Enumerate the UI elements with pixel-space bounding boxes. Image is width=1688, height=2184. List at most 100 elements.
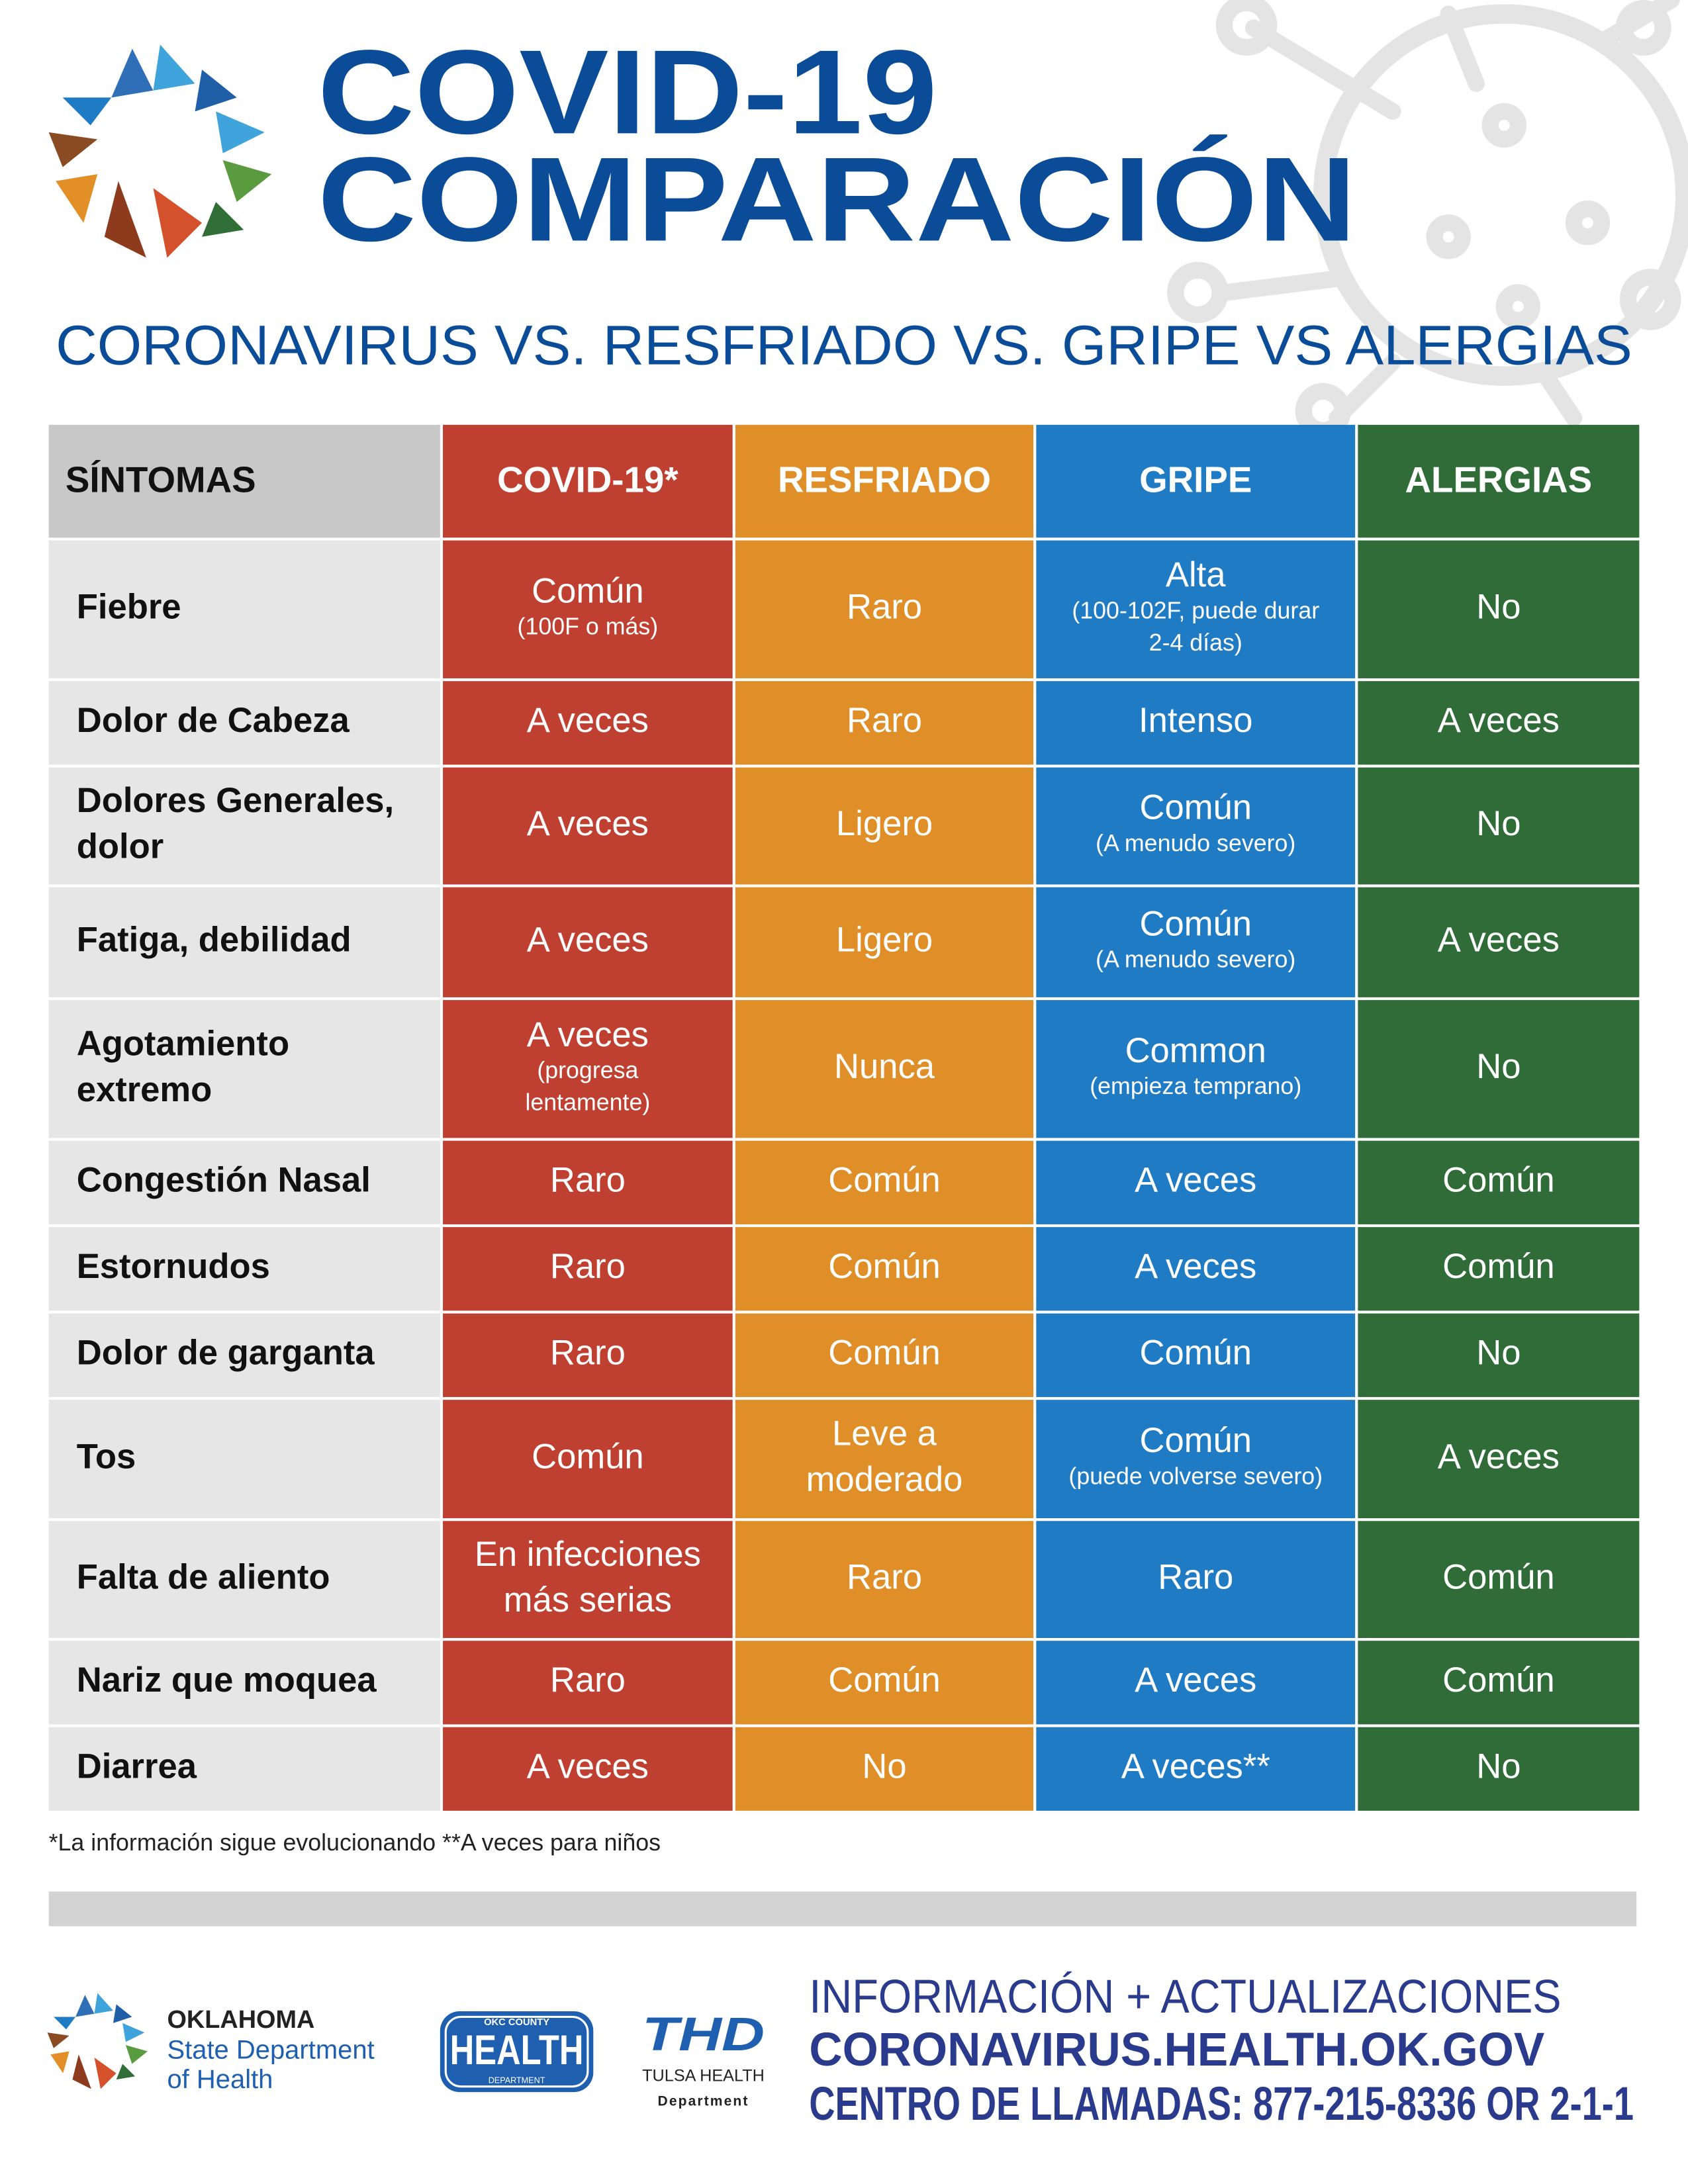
value-cell xyxy=(1036,540,1356,678)
value-cell xyxy=(1036,681,1356,765)
thd-name: TULSA HEALTH xyxy=(642,2067,765,2085)
symptom-cell xyxy=(48,1641,440,1725)
value-cell xyxy=(443,767,733,885)
value-cell xyxy=(735,1400,1034,1519)
cell-note: lentamente) xyxy=(525,1089,650,1115)
subtitle: CORONAVIRUS VS. RESFRIADO VS. GRIPE VS A… xyxy=(56,314,1632,376)
value-cell xyxy=(1358,1313,1640,1397)
symptom-cell xyxy=(48,887,440,997)
value-cell xyxy=(1036,1727,1356,1811)
cell-value: Común xyxy=(1139,788,1252,827)
symptom-cell xyxy=(48,1313,440,1397)
column-header: SÍNTOMAS xyxy=(66,459,256,500)
osdh-footer-star xyxy=(47,1993,148,2089)
symptom-cell xyxy=(48,1000,440,1138)
value-cell xyxy=(443,887,733,997)
cell-note: (empieza temprano) xyxy=(1090,1073,1301,1099)
footnote: *La información sigue evolucionando **A … xyxy=(49,1829,661,1856)
cell-value: Común xyxy=(1139,1334,1252,1373)
osdh-name: of Health xyxy=(167,2065,273,2094)
value-cell xyxy=(443,1140,733,1224)
cell-value: A veces xyxy=(527,1747,649,1786)
value-cell xyxy=(1358,1400,1640,1519)
cell-value: Común xyxy=(1442,1557,1555,1596)
symptom-label: Diarrea xyxy=(77,1747,197,1786)
value-cell xyxy=(443,1227,733,1311)
cell-value: A veces xyxy=(1438,921,1560,960)
value-cell xyxy=(735,681,1034,765)
value-cell xyxy=(1358,1521,1640,1638)
phone: CENTRO DE LLAMADAS: 877-215-8336 OR 2-1-… xyxy=(809,2077,1634,2130)
value-cell xyxy=(1036,1313,1356,1397)
symptom-cell xyxy=(48,1140,440,1224)
cell-value: En infecciones xyxy=(475,1535,701,1574)
symptom-cell xyxy=(48,1400,440,1519)
header-cell xyxy=(1036,424,1356,538)
column-header: GRIPE xyxy=(1139,459,1252,500)
value-cell xyxy=(1358,1140,1640,1224)
value-cell xyxy=(735,1641,1034,1725)
symptom-cell xyxy=(48,1227,440,1311)
cell-value: Raro xyxy=(847,701,922,740)
cell-value: más serias xyxy=(504,1580,672,1619)
symptom-label: Dolores Generales, xyxy=(77,781,394,820)
value-cell xyxy=(735,1000,1034,1138)
cell-value: Común xyxy=(1442,1161,1555,1200)
value-cell xyxy=(1358,1727,1640,1811)
osdh-star-logo xyxy=(48,44,272,258)
value-cell xyxy=(1358,681,1640,765)
title-line-2: COMPARACIÓN xyxy=(318,132,1357,266)
cell-value: No xyxy=(1476,804,1521,843)
symptom-label: Tos xyxy=(77,1437,136,1476)
osdh-name: OKLAHOMA xyxy=(167,2006,314,2034)
value-cell xyxy=(735,540,1034,678)
cell-value: No xyxy=(862,1747,906,1786)
symptom-label: Falta de aliento xyxy=(77,1557,330,1596)
divider-bar xyxy=(48,1891,1637,1927)
symptom-label: Dolor de Cabeza xyxy=(77,701,350,740)
column-header: ALERGIAS xyxy=(1405,459,1593,500)
cell-note: (A menudo severo) xyxy=(1096,830,1295,856)
cell-value: Alta xyxy=(1166,555,1226,594)
cell-value: Leve a xyxy=(832,1414,937,1453)
value-cell xyxy=(443,1521,733,1638)
value-cell xyxy=(443,1400,733,1519)
cell-value: No xyxy=(1476,1747,1521,1786)
cell-value: Raro xyxy=(550,1334,626,1373)
cell-value: Ligero xyxy=(836,804,933,843)
symptom-cell xyxy=(48,1521,440,1638)
column-header: COVID-19* xyxy=(497,459,679,500)
value-cell xyxy=(443,1000,733,1138)
cell-value: A veces xyxy=(1135,1247,1256,1286)
cell-value: A veces xyxy=(1438,701,1560,740)
cell-value: Raro xyxy=(1158,1557,1233,1596)
cell-value: No xyxy=(1476,1334,1521,1373)
cell-value: A veces xyxy=(527,804,649,843)
value-cell xyxy=(735,1140,1034,1224)
cell-value: Ligero xyxy=(836,921,933,960)
symptom-label: Fatiga, debilidad xyxy=(77,921,352,960)
value-cell xyxy=(1036,1400,1356,1519)
cell-value: Común xyxy=(828,1661,941,1700)
symptom-label: extremo xyxy=(77,1070,212,1109)
header-cell xyxy=(48,424,440,538)
value-cell xyxy=(1036,1140,1356,1224)
cell-value: Raro xyxy=(550,1661,626,1700)
cell-value: Común xyxy=(1139,1421,1252,1460)
osdh-name: State Department xyxy=(167,2036,374,2065)
cell-value: Común xyxy=(1139,904,1252,943)
symptom-cell xyxy=(48,681,440,765)
cell-note: (100F o más) xyxy=(518,614,659,640)
cell-note: (puede volverse severo) xyxy=(1068,1463,1323,1489)
okc-top: OKC COUNTY xyxy=(484,2017,549,2028)
symptom-cell xyxy=(48,767,440,885)
cell-note: (A menudo severo) xyxy=(1096,946,1295,973)
virus-decoration xyxy=(1167,0,1688,439)
cell-value: Common xyxy=(1125,1031,1266,1070)
value-cell xyxy=(443,1313,733,1397)
cell-value: A veces xyxy=(1135,1161,1256,1200)
value-cell xyxy=(735,1521,1034,1638)
value-cell xyxy=(1036,767,1356,885)
